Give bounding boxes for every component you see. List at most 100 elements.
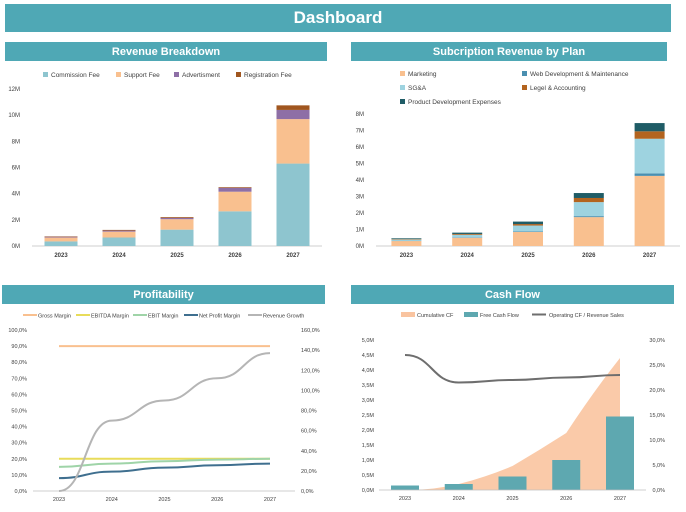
y-tick-label: 100,0% (8, 328, 27, 334)
bar-advertisment-2023 (44, 236, 78, 238)
y-tick-label: 0,5M (362, 473, 375, 479)
x-tick-label: 2024 (106, 497, 118, 503)
legend-label-ebitda-margin: EBITDA Margin (91, 314, 129, 320)
bar-marketing-2025 (513, 231, 543, 246)
bar-sg-a-2025 (513, 225, 543, 232)
bar-web-development-maintenance-2027 (634, 173, 665, 176)
bar-advertisment-2025 (160, 217, 194, 220)
legend-label-legel-accounting: Legel & Accounting (530, 85, 586, 92)
y-tick-label: 4,5M (362, 353, 375, 359)
y-tick-label: 5,0M (362, 338, 375, 344)
legend-label-ebit-margin: EBIT Margin (148, 314, 178, 320)
y2-tick-label: 120,0% (301, 368, 320, 374)
y-tick-label: 6M (356, 145, 364, 151)
legend-label-net-profit-margin: Net Profit Margin (199, 314, 240, 320)
bar-free-cash-flow-2026 (552, 460, 581, 490)
legend-swatch-registration-fee (236, 72, 241, 77)
y-tick-label: 40,0% (11, 425, 27, 431)
bar-advertisment-2026 (218, 187, 252, 192)
y-tick-label: 70,0% (11, 376, 27, 382)
y-tick-label: 3,0M (362, 398, 375, 404)
x-tick-label: 2023 (53, 497, 65, 503)
y-tick-label: 4M (356, 178, 364, 184)
bar-registration-fee-2025 (160, 217, 194, 218)
legend-swatch-marketing (400, 71, 405, 76)
legend-label-web-development-maintenance: Web Development & Maintenance (530, 71, 629, 78)
y2-tick-label: 25,0% (649, 363, 665, 369)
bar-advertisment-2027 (276, 109, 310, 120)
legend-swatch-advertisment (174, 72, 179, 77)
x-tick-label: 2025 (170, 253, 184, 259)
line-operating-cf-revenue-sales (404, 354, 621, 384)
y-tick-label: 60,0% (11, 392, 27, 398)
y-tick-label: 2,5M (362, 413, 375, 419)
y-tick-label: 8M (356, 112, 364, 118)
legend-label-operating-cf-revenue-sales: Operating CF / Revenue Sales (549, 313, 624, 319)
bar-registration-fee-2024 (102, 229, 136, 231)
x-tick-label: 2026 (211, 497, 223, 503)
bar-commission-fee-2024 (102, 237, 136, 246)
y-tick-label: 1,0M (362, 458, 375, 464)
x-tick-label: 2026 (582, 253, 596, 259)
x-tick-label: 2023 (399, 496, 411, 502)
x-tick-label: 2025 (158, 497, 170, 503)
subscription-revenue-chart: Marketing Web Development & Maintenance SG… (356, 71, 680, 259)
y-tick-label: 90,0% (11, 344, 27, 350)
y-tick-label: 50,0% (11, 409, 27, 415)
bar-web-development-maintenance-2026 (573, 216, 604, 218)
y-tick-label: 3,5M (362, 383, 375, 389)
y2-tick-label: 15,0% (649, 413, 665, 419)
legend-label-support-fee: Support Fee (124, 72, 160, 79)
bar-commission-fee-2027 (276, 163, 310, 246)
legend-label-product-development-expenses: Product Development Expenses (408, 99, 502, 106)
y2-tick-label: 20,0% (301, 469, 317, 475)
x-tick-label: 2025 (506, 496, 518, 502)
bar-support-fee-2024 (102, 231, 136, 238)
y-tick-label: 5M (356, 162, 364, 168)
x-tick-label: 2024 (453, 496, 465, 502)
subscription-panel-title: Subcription Revenue by Plan (351, 42, 667, 61)
y-tick-label: 12M (8, 87, 20, 93)
bar-support-fee-2023 (44, 237, 78, 242)
legend-swatch-cumulative-cf (401, 312, 415, 317)
bar-free-cash-flow-2023 (391, 485, 419, 490)
x-tick-label: 2026 (560, 496, 572, 502)
y-tick-label: 80,0% (11, 360, 27, 366)
legend-label-advertisment: Advertisment (182, 72, 220, 79)
bar-product-development-expenses-2023 (391, 238, 422, 239)
legend-label-revenue-growth: Revenue Growth (263, 314, 304, 320)
line-ebit-margin (58, 457, 271, 468)
legend-swatch-product-development-expenses (400, 99, 405, 104)
legend-swatch-sg-a (400, 85, 405, 90)
y-tick-label: 2M (12, 218, 20, 224)
bar-marketing-2027 (634, 175, 665, 246)
y2-tick-label: 0,0% (301, 489, 314, 495)
x-tick-label: 2023 (54, 253, 68, 259)
profitability-panel-title: Profitability (2, 285, 325, 304)
legend-label-marketing: Marketing (408, 71, 437, 78)
dashboard-title: Dashboard (5, 4, 671, 32)
bar-commission-fee-2025 (160, 229, 194, 246)
y2-tick-label: 100,0% (301, 388, 320, 394)
bar-support-fee-2027 (276, 119, 310, 164)
legend-label-gross-margin: Gross Margin (38, 314, 71, 320)
legend-label-commission-fee: Commission Fee (51, 72, 100, 79)
y-tick-label: 2M (356, 211, 364, 217)
bar-commission-fee-2023 (44, 241, 78, 246)
bar-marketing-2026 (573, 217, 604, 246)
x-tick-label: 2024 (461, 253, 475, 259)
legend-label-registration-fee: Registration Fee (244, 72, 292, 79)
x-tick-label: 2027 (614, 496, 626, 502)
y2-tick-label: 60,0% (301, 429, 317, 435)
bar-marketing-2024 (452, 237, 483, 246)
bar-product-development-expenses-2026 (573, 193, 604, 198)
y-tick-label: 0M (356, 244, 364, 250)
y2-tick-label: 40,0% (301, 449, 317, 455)
y-tick-label: 4,0M (362, 368, 375, 374)
y2-tick-label: 0,0% (652, 488, 665, 494)
legend-label-cumulative-cf: Cumulative CF (417, 313, 454, 319)
y-tick-label: 0M (12, 244, 20, 250)
y-tick-label: 30,0% (11, 441, 27, 447)
legend-swatch-web-development-maintenance (522, 71, 527, 76)
revenue-panel-title: Revenue Breakdown (5, 42, 327, 61)
